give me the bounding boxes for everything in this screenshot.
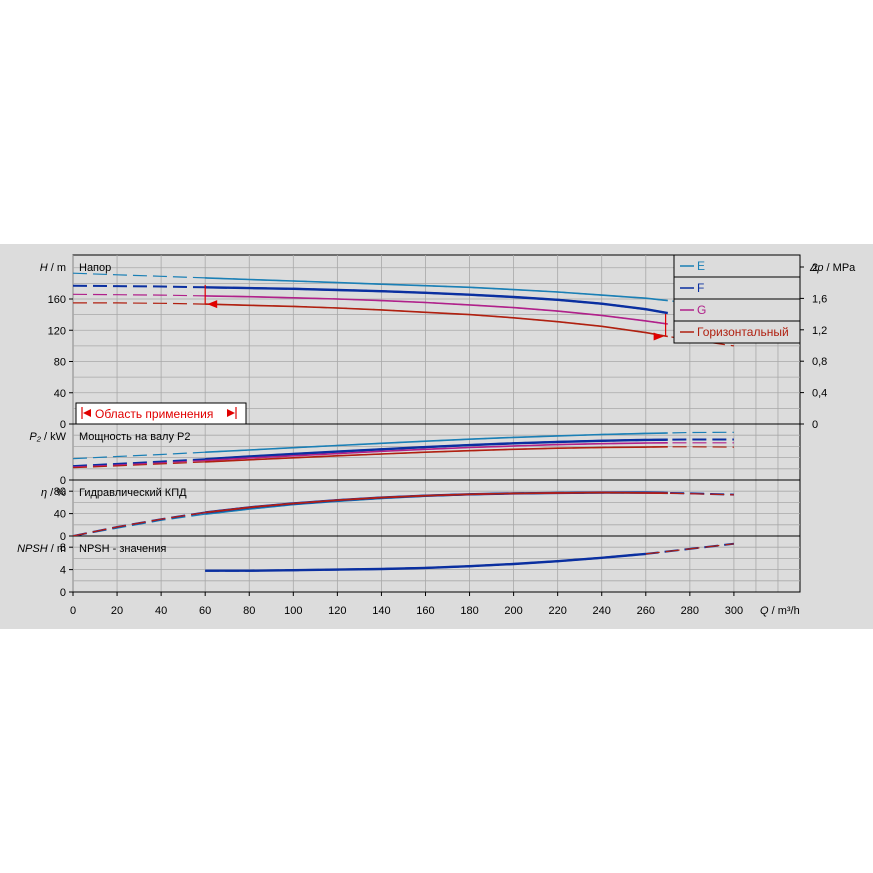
region-label-arrow-right-icon	[227, 409, 235, 417]
right-y-tick-label: 0,4	[812, 388, 827, 400]
x-tick-label: 20	[111, 605, 123, 617]
y-axis-unit: / m	[48, 543, 66, 555]
y-axis-label: η / %	[41, 487, 66, 499]
y-axis-label: H / m	[40, 262, 66, 274]
y-tick-label: 0	[60, 419, 66, 431]
x-tick-label: 60	[199, 605, 211, 617]
y-tick-label: 40	[54, 388, 66, 400]
region-left-arrow	[207, 300, 218, 309]
right-axis-symbol: Δp	[809, 262, 824, 274]
right-axis-label: Δp / MPa	[809, 262, 856, 274]
x-axis-unit: / m³/h	[769, 605, 800, 617]
series-line-F	[205, 438, 668, 461]
x-tick-label: 240	[593, 605, 611, 617]
x-axis-label: Q / m³/h	[760, 605, 800, 617]
right-axis-unit: / MPa	[824, 262, 857, 274]
x-tick-label: 160	[416, 605, 434, 617]
chart-frame: 0 40 80 120 160 H / m Напор 0 0,4 0,8 1,2 1,6 2 Δp / …	[0, 244, 873, 629]
y-tick-label: 80	[54, 357, 66, 369]
series-line-E	[205, 432, 668, 453]
x-tick-label: 100	[284, 605, 302, 617]
x-tick-label: 0	[70, 605, 76, 617]
right-y-tick-label: 1,6	[812, 293, 827, 305]
y-axis-unit: / m	[48, 262, 66, 274]
y-tick-label: 160	[48, 294, 66, 306]
application-region-label: Область применения	[75, 402, 247, 425]
x-tick-label: 300	[725, 605, 743, 617]
y-tick-label: 8	[60, 542, 66, 554]
y-axis-unit: / %	[47, 487, 66, 499]
x-tick-label: 80	[243, 605, 255, 617]
series-line-E	[205, 277, 668, 302]
legend-label-G: G	[697, 303, 706, 317]
series-line-G	[205, 442, 668, 462]
right-y-tick-label: 2	[812, 262, 818, 274]
right-y-tick-label: 1,2	[812, 325, 827, 337]
y-axis-symbol: η	[41, 487, 47, 499]
x-tick-label: 220	[548, 605, 566, 617]
y-tick-label: 0	[60, 587, 66, 599]
y-axis-symbol: P₂	[29, 431, 41, 443]
series-line-dashed-H	[645, 543, 734, 555]
x-tick-label: 200	[504, 605, 522, 617]
x-tick-label: 260	[637, 605, 655, 617]
legend-label-E: E	[697, 259, 705, 273]
y-tick-label: 4	[60, 565, 66, 577]
legend: EFG Горизонтальный	[673, 254, 801, 344]
x-tick-label: 120	[328, 605, 346, 617]
legend-label-F: F	[697, 281, 704, 295]
x-tick-label: 140	[372, 605, 390, 617]
x-tick-label: 280	[681, 605, 699, 617]
y-tick-label: 0	[60, 531, 66, 543]
y-tick-label: 40	[54, 509, 66, 521]
series-line-H	[205, 303, 668, 338]
panel-title-head: Напор	[79, 262, 111, 274]
y-axis-label: NPSH / m	[17, 543, 66, 555]
x-axis-symbol: Q	[760, 605, 769, 617]
y-tick-label: 0	[60, 475, 66, 487]
right-y-tick-label: 0,8	[812, 356, 827, 368]
legend-item-H	[673, 320, 801, 344]
y-axis-symbol: H	[40, 262, 48, 274]
legend-label-H: Горизонтальный	[697, 325, 789, 339]
right-y-tick-label: 0	[812, 419, 818, 431]
y-axis-unit: / kW	[41, 431, 67, 443]
y-axis-symbol: NPSH	[17, 543, 48, 555]
series-line-H	[205, 491, 668, 514]
series-line-H	[205, 446, 668, 463]
series-line-F	[205, 552, 646, 572]
series-line-G	[205, 295, 668, 325]
panel-title-npsh: NPSH - значения	[79, 543, 166, 555]
x-tick-label: 180	[460, 605, 478, 617]
series-line-F	[205, 286, 669, 315]
region-right-arrow	[653, 332, 664, 341]
region-label-box	[75, 402, 247, 425]
y-tick-label: 80	[54, 486, 66, 498]
region-label-arrow-left-icon	[83, 409, 91, 417]
panel-title-power: Мощность на валу P2	[79, 431, 191, 443]
y-tick-label: 120	[48, 325, 66, 337]
region-label-text: Область применения	[95, 407, 213, 421]
y-axis-label: P₂ / kW	[29, 431, 66, 443]
x-tick-label: 40	[155, 605, 167, 617]
panel-title-efficiency: Гидравлический КПД	[79, 487, 187, 499]
